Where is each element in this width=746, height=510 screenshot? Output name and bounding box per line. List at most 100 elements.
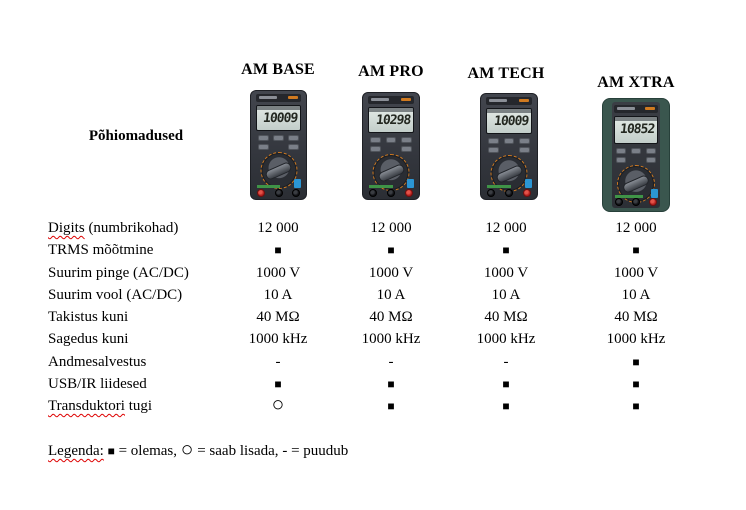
- brand-logo-icon: [401, 98, 411, 101]
- optional-circle-icon: ○: [271, 392, 285, 416]
- cell-value: 40 MΩ: [369, 309, 413, 325]
- dial-knob: [264, 160, 293, 181]
- cell-value: 1000 V: [255, 264, 301, 281]
- lcd-digits: 10009: [262, 111, 298, 126]
- legend-label: Legenda:: [48, 443, 104, 459]
- table-cell: 10 A: [331, 284, 451, 306]
- brand-logo-icon: [288, 96, 298, 99]
- present-square-icon: ■: [502, 376, 510, 391]
- table-row: Sagedus kuni 1000 kHz 1000 kHz 1000 kHz 1000…: [48, 328, 708, 350]
- meter-brand-band: [614, 105, 658, 113]
- column-header-am-base: AM BASE: [241, 61, 315, 78]
- cell-value: 1000 V: [368, 264, 414, 281]
- table-cell: 40 MΩ: [446, 306, 566, 328]
- present-square-icon: ■: [107, 444, 115, 458]
- brand-green-stripe: [615, 195, 643, 198]
- table-cell: ■: [331, 239, 451, 261]
- absent-dash: -: [282, 443, 288, 459]
- row-label: Transduktori tugi: [48, 398, 153, 414]
- column-header-am-tech: AM TECH: [467, 65, 545, 82]
- input-jack: [387, 188, 395, 197]
- cell-value: 10 A: [263, 286, 293, 303]
- meter-button-row: [488, 147, 530, 153]
- blue-sticker: [407, 179, 414, 188]
- features-section-header: Põhiomadused: [88, 128, 184, 144]
- table-cell: ■: [576, 373, 696, 395]
- brand-text-mark: [371, 98, 389, 101]
- row-label: Suurim pinge (AC/DC): [48, 264, 189, 281]
- row-label: Digits (numbrikohad): [48, 220, 179, 236]
- cell-value: 40 MΩ: [484, 309, 528, 325]
- table-cell: 10 A: [576, 284, 696, 306]
- dial-knob: [621, 173, 651, 195]
- brand-text-mark: [617, 107, 635, 110]
- input-jack: [292, 188, 300, 197]
- table-row: Digits (numbrikohad) 12 000 12 000 12 000 12…: [48, 217, 708, 239]
- cell-value: 1000 V: [483, 264, 529, 281]
- present-square-icon: ■: [387, 243, 395, 258]
- table-cell: ■: [576, 239, 696, 261]
- cell-value: 10 A: [621, 286, 651, 303]
- meter-brand-band: [486, 97, 532, 105]
- table-row: Andmesalvestus - - - ■: [48, 351, 708, 373]
- meter-lcd-display: 10852: [614, 116, 658, 144]
- table-cell: 1000 kHz: [576, 328, 696, 350]
- product-image-am-tech: 10009: [480, 93, 538, 200]
- table-cell: ■: [331, 373, 451, 395]
- row-label: Suurim vool (AC/DC): [48, 286, 183, 303]
- meter-button-row: [370, 146, 412, 152]
- cell-value: 10 A: [491, 286, 521, 303]
- meter-button-row: [370, 137, 412, 143]
- present-square-icon: ■: [632, 399, 640, 413]
- table-cell: ■: [576, 395, 696, 417]
- blue-sticker: [525, 179, 532, 188]
- column-header-am-pro: AM PRO: [358, 63, 424, 80]
- dial-knob: [494, 163, 524, 184]
- product-image-am-xtra: 10852: [602, 98, 670, 212]
- meter-input-jacks: [615, 197, 657, 206]
- input-jack: [274, 188, 283, 197]
- brand-logo-icon: [519, 99, 529, 102]
- meter-button-row: [258, 144, 299, 150]
- present-square-icon: ■: [387, 399, 395, 413]
- meter-input-jacks: [257, 188, 300, 197]
- brand-green-stripe: [487, 185, 511, 188]
- table-cell: 1000 V: [218, 262, 338, 284]
- red-power-button: [649, 197, 657, 206]
- table-cell: 40 MΩ: [331, 306, 451, 328]
- meter-brand-band: [256, 94, 301, 102]
- present-square-icon: ■: [632, 354, 640, 369]
- table-cell: 12 000: [218, 217, 338, 239]
- cell-value: 12 000: [485, 220, 527, 236]
- meter-button-row: [616, 157, 656, 163]
- input-jack: [369, 188, 377, 197]
- optional-circle-icon: ○: [180, 437, 194, 461]
- cell-value: 1000 V: [613, 264, 659, 281]
- brand-text-mark: [489, 99, 507, 102]
- meter-button-row: [258, 135, 299, 141]
- red-power-button: [405, 188, 413, 197]
- cell-value: 1000 kHz: [361, 331, 421, 348]
- table-row: Takistus kuni 40 MΩ 40 MΩ 40 MΩ 40 MΩ: [48, 306, 708, 328]
- meter-button-row: [616, 148, 656, 154]
- table-cell: 1000 V: [446, 262, 566, 284]
- cell-value: 1000 kHz: [476, 331, 536, 348]
- table-cell: 1000 kHz: [218, 328, 338, 350]
- cell-value: 12 000: [257, 220, 299, 236]
- table-row: Transduktori tugi ○ ■ ■ ■: [48, 392, 708, 417]
- meter-button-row: [488, 138, 530, 144]
- cell-value: 12 000: [615, 220, 657, 236]
- dial-knob: [376, 162, 406, 183]
- table-cell: 12 000: [576, 217, 696, 239]
- table-row: Suurim pinge (AC/DC) 1000 V 1000 V 1000 V 10…: [48, 262, 708, 284]
- blue-sticker: [651, 189, 658, 198]
- product-image-am-pro: 10298: [362, 92, 420, 200]
- table-cell: 40 MΩ: [218, 306, 338, 328]
- table-cell: ○: [218, 392, 338, 417]
- table-row: Suurim vool (AC/DC) 10 A 10 A 10 A 10 A: [48, 284, 708, 306]
- red-power-button: [257, 188, 265, 197]
- meter-input-jacks: [369, 188, 413, 197]
- column-header-am-xtra: AM XTRA: [597, 74, 675, 91]
- absent-dash: -: [388, 353, 394, 370]
